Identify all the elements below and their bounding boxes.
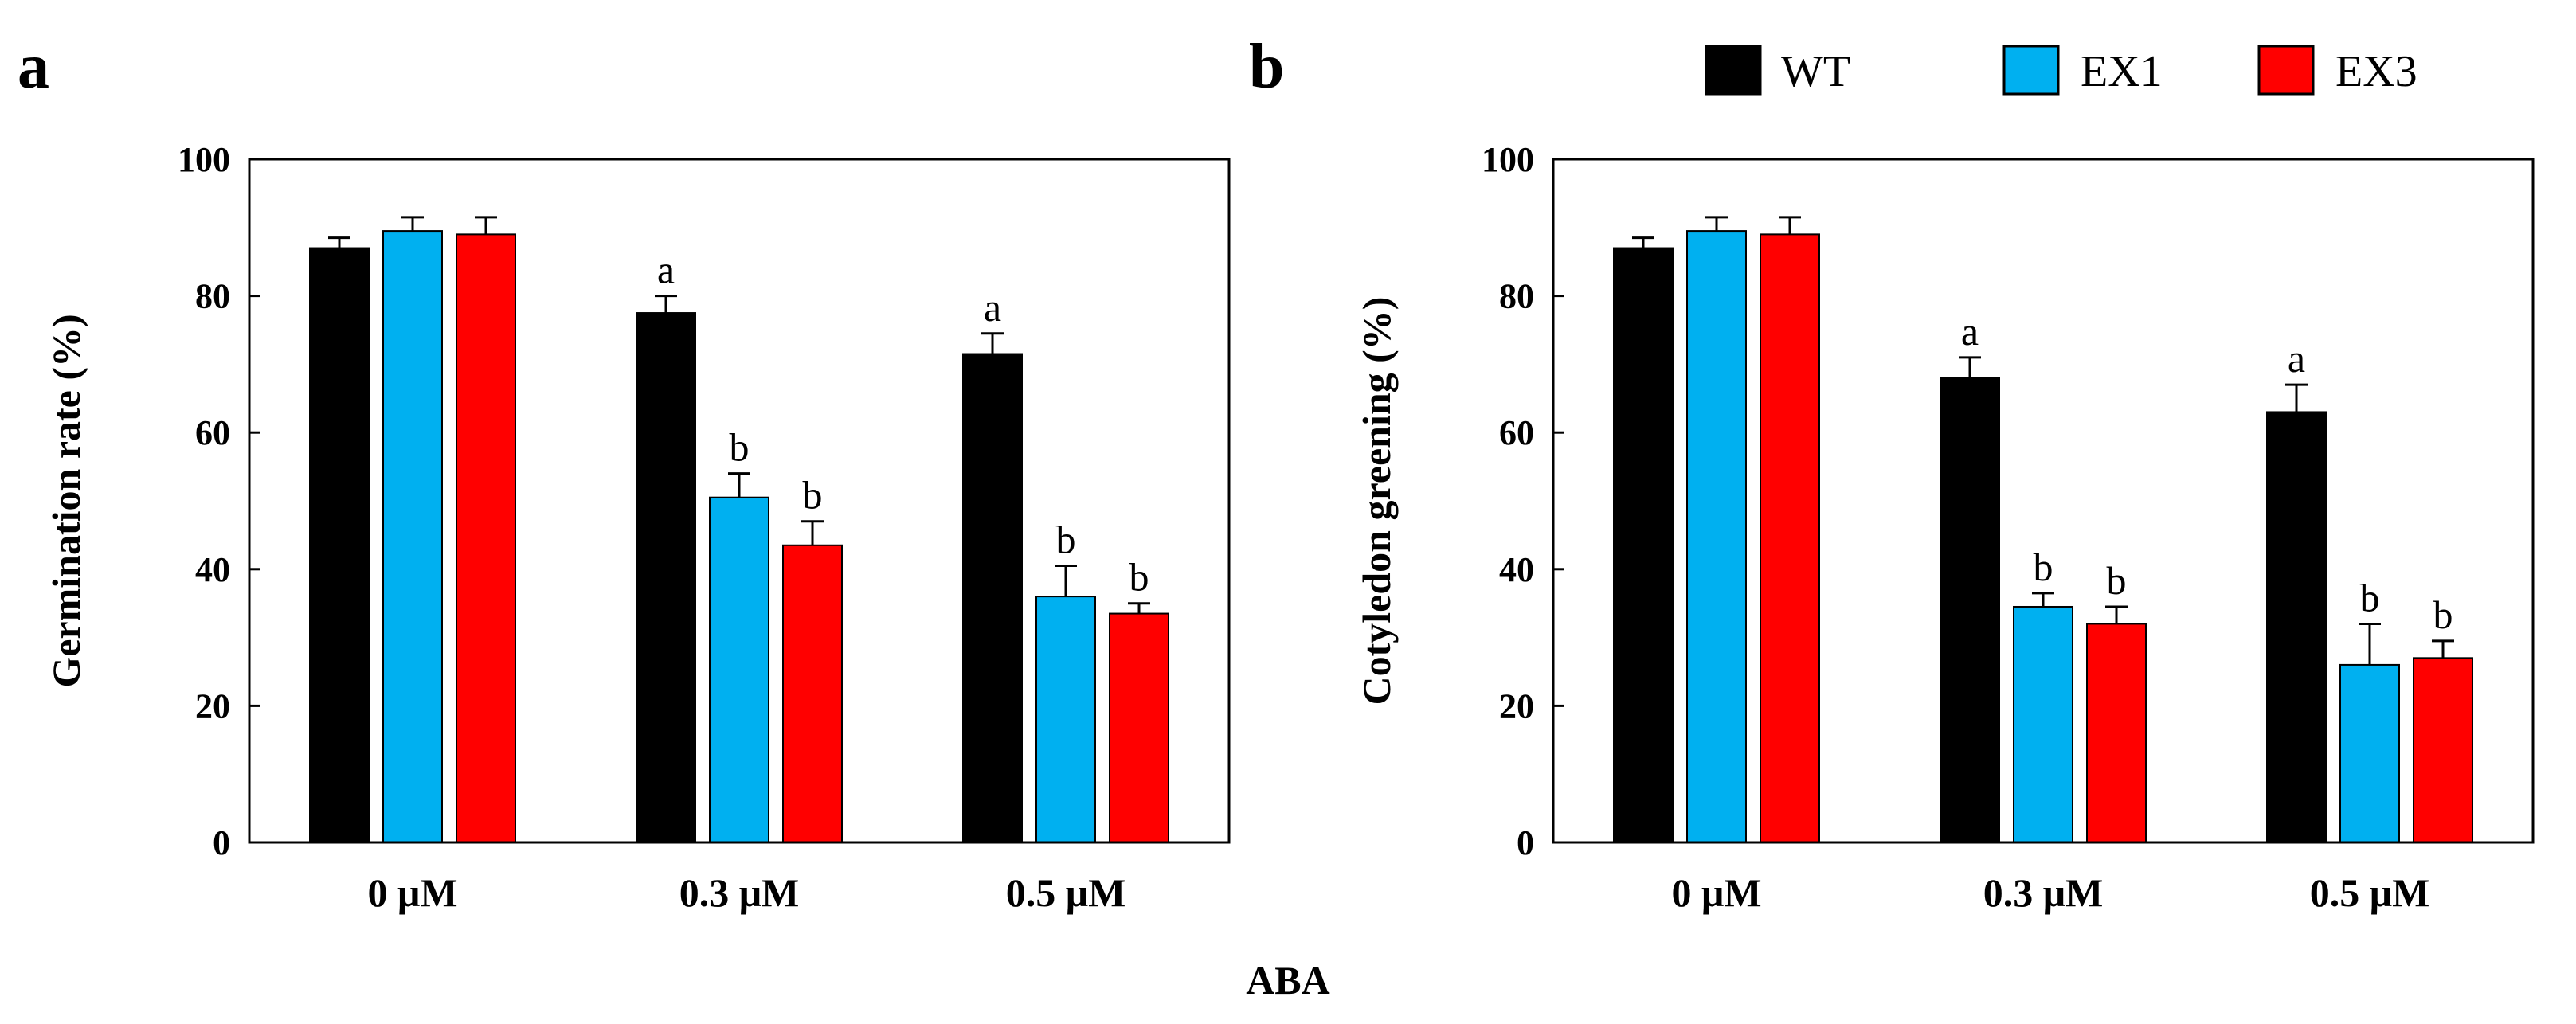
bar-ex3 <box>456 233 516 843</box>
bar-ex1 <box>1035 596 1096 843</box>
bar-ex3 <box>2413 657 2473 844</box>
x-tick-label: 0.5 μM <box>2310 870 2430 915</box>
plot-frame <box>1552 158 2535 844</box>
y-tick-label: 40 <box>1499 550 1534 589</box>
significance-label: b <box>2107 558 2127 603</box>
legend-swatch-wt <box>1705 45 1762 96</box>
y-tick-label: 80 <box>1499 277 1534 316</box>
significance-label: a <box>1961 309 1979 354</box>
significance-label: a <box>657 248 675 292</box>
significance-label: b <box>1129 555 1149 600</box>
shared-x-axis-title: ABA <box>1246 958 1330 1003</box>
y-tick-label: 60 <box>195 413 230 452</box>
y-tick-label: 40 <box>195 550 230 589</box>
legend-swatch-ex1 <box>2002 45 2060 96</box>
bar-wt <box>1940 377 2000 843</box>
significance-label: b <box>803 473 823 518</box>
y-tick-label: 20 <box>1499 686 1534 725</box>
bar-ex3 <box>1760 233 1820 843</box>
y-axis-title: Cotyledon greening (%) <box>1354 297 1399 705</box>
bar-wt <box>2266 411 2327 843</box>
plot-frame <box>248 158 1231 844</box>
x-tick-label: 0.3 μM <box>679 870 800 915</box>
legend-label-wt: WT <box>1781 47 1850 96</box>
panel-a-letter: a <box>18 32 49 102</box>
bar-wt <box>962 353 1023 843</box>
significance-label: b <box>730 425 750 470</box>
bar-ex1 <box>2339 663 2400 843</box>
bar-ex3 <box>782 544 843 844</box>
significance-label: b <box>1056 518 1076 562</box>
x-tick-label: 0.3 μM <box>1983 870 2104 915</box>
significance-label: a <box>2288 336 2305 381</box>
x-tick-label: 0.5 μM <box>1006 870 1126 915</box>
legend: WT EX1 EX3 <box>1705 45 2417 96</box>
y-tick-label: 0 <box>213 823 230 862</box>
y-tick-label: 20 <box>195 686 230 725</box>
legend-swatch-ex3 <box>2257 45 2315 96</box>
significance-label: a <box>984 285 1001 330</box>
bar-ex3 <box>1109 612 1169 843</box>
legend-label-ex3: EX3 <box>2335 47 2417 96</box>
y-tick-label: 60 <box>1499 413 1534 452</box>
y-tick-label: 100 <box>1482 140 1534 179</box>
y-tick-label: 80 <box>195 277 230 316</box>
y-tick-label: 0 <box>1517 823 1534 862</box>
legend-label-ex1: EX1 <box>2081 47 2163 96</box>
chart-cotyledon-greening: 0 20 40 60 80 100 Cotyledon greening (%) 0 μM a b… <box>1354 140 2535 915</box>
x-tick-label: 0 μM <box>1671 870 1761 915</box>
bar-ex1 <box>2013 605 2073 843</box>
bar-ex3 <box>2086 623 2147 843</box>
bar-ex1 <box>382 230 443 843</box>
significance-label: b <box>2433 592 2453 637</box>
y-tick-label: 100 <box>178 140 230 179</box>
x-tick-label: 0 μM <box>367 870 457 915</box>
significance-label: b <box>2034 545 2053 589</box>
bar-ex1 <box>1686 230 1747 843</box>
chart-germination-rate: 0 20 40 60 80 100 Germination rate (%) 0 μM a b b 0… <box>44 140 1231 915</box>
bar-wt <box>309 247 370 844</box>
bar-ex1 <box>709 496 769 844</box>
bar-wt <box>636 312 696 843</box>
panel-b-letter: b <box>1249 32 1285 102</box>
y-axis-title: Germination rate (%) <box>44 314 88 687</box>
bar-wt <box>1613 247 1674 844</box>
significance-label: b <box>2360 575 2380 619</box>
